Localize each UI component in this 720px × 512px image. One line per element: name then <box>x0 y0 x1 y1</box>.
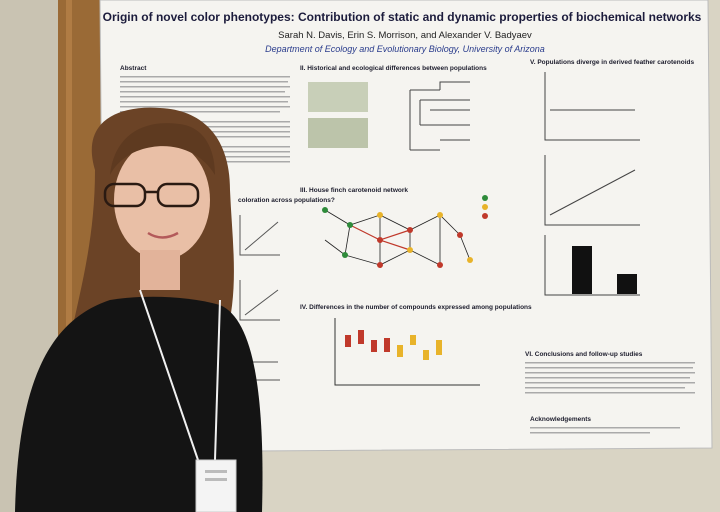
abstract-text <box>120 76 290 163</box>
section-heading: IV. Differences in the number of compoun… <box>300 304 532 311</box>
section-heading: VI. Conclusions and follow-up studies <box>525 351 643 358</box>
map <box>308 82 368 112</box>
map <box>308 118 368 148</box>
poster <box>100 0 712 452</box>
section-heading: Acknowledgements <box>530 416 591 423</box>
conclusions-text <box>525 362 695 434</box>
section-heading: V. Populations diverge in derived feathe… <box>530 59 694 66</box>
wood-grain <box>66 0 72 512</box>
phylogeny <box>409 81 470 151</box>
poster-affiliation: Department of Ecology and Evolutionary B… <box>265 44 545 54</box>
poster-title: Origin of novel color phenotypes: Contri… <box>103 10 702 24</box>
person <box>15 107 263 512</box>
section-heading: Abstract <box>120 65 147 72</box>
poster-authors: Sarah N. Davis, Erin S. Morrison, and Al… <box>278 30 532 41</box>
bar <box>572 246 592 294</box>
box-plot <box>334 318 480 386</box>
bar <box>617 274 637 294</box>
section-heading: III. House finch carotenoid network <box>300 187 408 194</box>
section-heading: coloration across populations? <box>238 197 335 204</box>
network <box>322 195 488 268</box>
section-heading: II. Historical and ecological difference… <box>300 65 487 72</box>
scatter-plots <box>544 72 640 296</box>
